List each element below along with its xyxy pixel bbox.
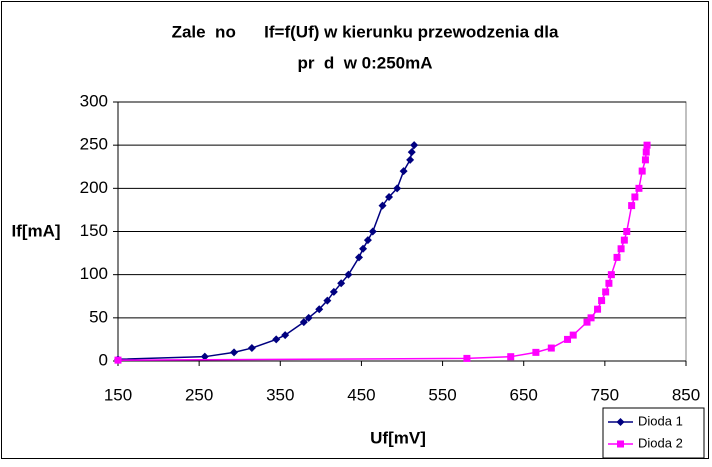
- point: [399, 167, 408, 176]
- point: [620, 236, 628, 244]
- legend-box: [602, 407, 705, 459]
- point: [407, 148, 416, 157]
- point: [642, 148, 650, 156]
- x-tick-label: 250: [185, 385, 213, 404]
- x-tick-label: 750: [591, 385, 619, 404]
- point: [315, 305, 324, 314]
- legend-label: Dioda 2: [638, 435, 683, 450]
- point: [594, 305, 602, 313]
- y-tick-label: 150: [80, 221, 108, 240]
- point: [359, 244, 368, 253]
- point: [607, 271, 615, 279]
- point: [583, 318, 591, 326]
- x-tick-label: 650: [510, 385, 538, 404]
- chart-title: pr d w 0:250mA: [297, 53, 432, 72]
- point: [200, 352, 209, 361]
- point: [281, 331, 290, 340]
- point: [344, 270, 353, 279]
- point: [598, 297, 606, 305]
- point: [617, 245, 625, 253]
- x-tick-label: 450: [347, 385, 375, 404]
- x-tick-label: 150: [104, 385, 132, 404]
- point: [569, 331, 577, 339]
- point: [368, 227, 377, 236]
- y-tick-label: 250: [80, 135, 108, 154]
- point: [323, 296, 332, 305]
- legend-marker: [616, 418, 625, 426]
- point: [363, 236, 372, 245]
- point: [638, 167, 646, 175]
- point: [628, 202, 636, 210]
- point: [613, 253, 621, 261]
- point: [635, 184, 643, 192]
- y-tick-label: 300: [80, 91, 108, 110]
- point: [247, 344, 256, 353]
- point: [564, 335, 572, 343]
- point: [631, 193, 639, 201]
- chart-title: Zale no If=f(Uf) w kierunku przewodzenia…: [172, 22, 559, 41]
- point: [329, 287, 338, 296]
- point: [230, 348, 239, 357]
- point: [547, 344, 555, 352]
- point: [337, 279, 346, 288]
- y-tick-label: 100: [80, 264, 108, 283]
- y-tick-label: 0: [99, 350, 108, 369]
- point: [272, 335, 281, 344]
- x-tick-label: 550: [428, 385, 456, 404]
- point: [299, 318, 308, 327]
- x-tick-label: 850: [672, 385, 700, 404]
- point: [623, 228, 631, 235]
- point: [602, 288, 610, 296]
- legend-marker: [617, 440, 624, 448]
- x-tick-label: 350: [266, 385, 294, 404]
- point: [114, 356, 122, 364]
- point: [354, 253, 363, 262]
- point: [410, 141, 419, 150]
- point: [463, 354, 471, 362]
- y-tick-label: 200: [80, 178, 108, 197]
- point: [385, 192, 394, 201]
- y-axis-label: If[mA]: [11, 221, 60, 240]
- point: [393, 184, 402, 193]
- point: [641, 156, 649, 164]
- x-axis-label: Uf[mV]: [370, 428, 426, 447]
- y-tick-label: 50: [89, 307, 108, 326]
- point: [643, 141, 651, 149]
- point: [406, 155, 415, 164]
- point: [304, 313, 313, 322]
- point: [587, 314, 595, 322]
- point: [605, 279, 613, 287]
- legend-label: Dioda 1: [638, 413, 683, 428]
- point: [378, 201, 387, 210]
- point: [532, 348, 540, 356]
- point: [507, 353, 515, 361]
